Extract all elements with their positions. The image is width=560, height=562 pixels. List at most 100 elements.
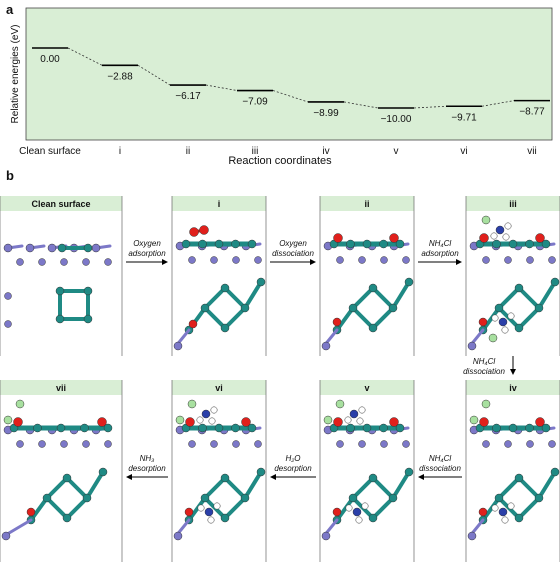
cluster-atom xyxy=(103,423,113,433)
metal-atom xyxy=(482,256,490,264)
cluster-atom xyxy=(534,303,544,313)
metal-atom xyxy=(104,440,112,448)
x-tick-label-0: Clean surface xyxy=(19,146,81,157)
metal-atom xyxy=(526,256,534,264)
cluster-atom xyxy=(220,323,230,333)
cluster-atom xyxy=(256,277,266,287)
hydrogen-atom xyxy=(344,416,352,424)
cluster-atom xyxy=(231,423,240,433)
hydrogen-atom xyxy=(502,233,510,241)
hydrogen-atom xyxy=(501,326,509,334)
oxygen-atom xyxy=(389,233,399,243)
chlorine-atom xyxy=(323,415,333,425)
cluster-atom xyxy=(83,286,93,296)
cluster-atom xyxy=(83,314,93,324)
chlorine-atom xyxy=(3,415,13,425)
cluster-atom xyxy=(220,473,230,483)
hydrogen-atom xyxy=(507,502,515,510)
cluster-bond xyxy=(243,280,263,310)
oxygen-atom xyxy=(333,233,343,243)
level-value-5: −10.00 xyxy=(381,114,412,125)
metal-atom xyxy=(4,292,12,300)
level-value-4: −8.99 xyxy=(313,108,339,119)
bottom-step-label-2-a: NH₄Cl xyxy=(429,454,452,463)
panel-header-top-2 xyxy=(320,196,414,211)
cluster-atom xyxy=(550,467,560,477)
hydrogen-atom xyxy=(361,502,369,510)
metal-atom xyxy=(82,258,90,266)
metal-atom xyxy=(402,256,410,264)
chlorine-atom xyxy=(481,399,491,409)
oxygen-atom xyxy=(26,507,36,517)
cluster-atom xyxy=(198,239,207,249)
nitrogen-atom xyxy=(349,409,359,419)
metal-atom xyxy=(358,440,366,448)
cluster-square xyxy=(58,289,90,321)
top-step-label-1-a: Oxygen xyxy=(279,239,307,248)
cluster-atom xyxy=(388,493,398,503)
metal-atom xyxy=(504,256,512,264)
structure-panel-bottom-2: v xyxy=(319,380,415,562)
connector-2 xyxy=(205,84,238,91)
metal-atom xyxy=(232,440,240,448)
cluster-bond xyxy=(243,470,263,500)
hydrogen-atom xyxy=(501,516,509,524)
x-tick-label-2: ii xyxy=(186,146,190,157)
metal-atom xyxy=(104,258,112,266)
cluster-atom xyxy=(541,423,551,433)
cluster-atom xyxy=(240,493,250,503)
cluster-atom xyxy=(240,303,250,313)
bottom-step-label-1-a: H₂O xyxy=(285,454,300,463)
cluster-atom xyxy=(395,239,405,249)
panel-header-bottom-1 xyxy=(172,380,266,395)
structure-panel-bottom-3: iv xyxy=(465,380,560,562)
cluster-bond xyxy=(85,470,105,500)
cluster-atom xyxy=(231,239,240,249)
cluster-atom xyxy=(346,239,355,249)
panel-title-bottom-2: v xyxy=(364,383,369,393)
structure-panel-top-3: iii xyxy=(465,196,560,356)
cluster-atom xyxy=(404,467,414,477)
oxygen-atom xyxy=(241,417,251,427)
structure-panel-bottom-0: vii xyxy=(0,380,123,562)
panel-header-bottom-2 xyxy=(320,380,414,395)
cluster-atom xyxy=(541,239,551,249)
cluster-atom xyxy=(368,323,378,333)
oxygen-atom xyxy=(185,417,195,427)
cluster-atom xyxy=(346,423,355,433)
level-value-6: −9.71 xyxy=(451,112,477,123)
panel-title-top-2: ii xyxy=(364,199,369,209)
panel-header-top-1 xyxy=(172,196,266,211)
hydrogen-atom xyxy=(345,504,353,512)
cluster-atom xyxy=(514,323,524,333)
oxygen-atom xyxy=(479,233,489,243)
cluster-bond xyxy=(335,496,355,522)
bottom-step-label-2-b: dissociation xyxy=(419,464,461,473)
cluster-atom xyxy=(55,314,65,324)
hydrogen-atom xyxy=(504,222,512,230)
metal-atom xyxy=(467,531,477,541)
chlorine-atom xyxy=(481,215,491,225)
metal-atom xyxy=(47,243,57,253)
chlorine-atom xyxy=(187,399,197,409)
top-step-label-1-b: dissociation xyxy=(272,249,314,258)
x-tick-label-3: iii xyxy=(252,146,259,157)
metal-atom xyxy=(16,258,24,266)
nitrogen-atom xyxy=(204,507,214,517)
cluster-atom xyxy=(198,423,207,433)
panel-title-bottom-0: vii xyxy=(56,383,66,393)
metal-atom xyxy=(482,440,490,448)
cluster-atom xyxy=(214,239,224,249)
metal-atom xyxy=(321,531,331,541)
cluster-atom xyxy=(492,423,501,433)
cluster-atom xyxy=(348,303,358,313)
oxygen-atom xyxy=(478,317,488,327)
cluster-atom xyxy=(395,423,405,433)
hydrogen-atom xyxy=(196,416,204,424)
oxygen-atom xyxy=(188,319,198,329)
level-value-2: −6.17 xyxy=(175,91,201,102)
connector-4 xyxy=(343,101,379,109)
metal-atom xyxy=(232,256,240,264)
